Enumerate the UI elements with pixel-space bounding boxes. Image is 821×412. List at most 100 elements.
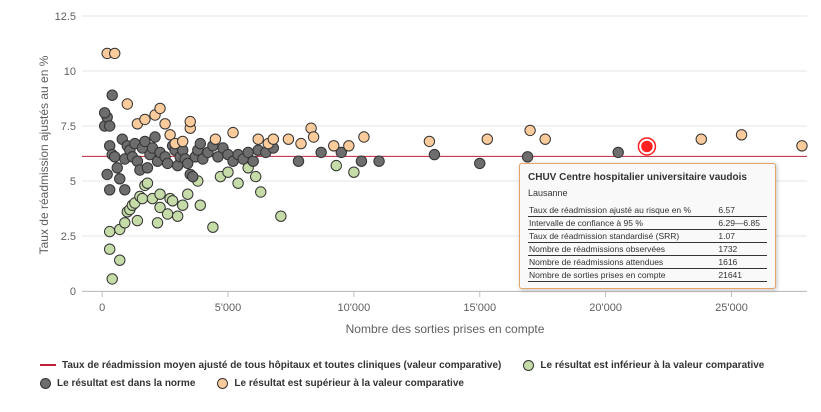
data-point [154,201,166,214]
data-point [101,168,113,181]
data-point [348,166,360,178]
data-point [358,131,370,143]
data-points [98,47,808,285]
tooltip-table: Taux de réadmission ajusté au risque en … [528,204,767,282]
data-point [539,133,551,145]
tooltip-row-label: Nombre de sorties prises en compte [528,268,713,282]
legend-row: Le résultat est dans la norme Le résulta… [40,374,786,392]
data-point [292,155,305,167]
data-point [194,199,207,211]
legend-item-higher[interactable]: Le résultat est supérieur à la valeur co… [217,377,464,389]
data-point [131,214,144,227]
data-point [695,133,707,145]
data-point [612,146,624,159]
data-point [159,118,171,130]
data-point [227,126,239,139]
green-dot-swatch [523,359,535,371]
data-point [328,140,340,152]
data-point [735,129,748,141]
tooltip-row: Nombre de réadmissions attendues 1616 [528,255,767,269]
tooltip-row: Nombre de sorties prises en compte 21641 [528,268,767,282]
data-point [481,133,493,145]
tooltip-row: Intervalle de confiance à 95 % 6.29—6.85 [528,216,767,230]
legend-label: Le résultat est dans la norme [57,377,196,389]
data-point [141,162,154,174]
data-point [184,115,196,128]
data-point [176,199,189,211]
x-tick-label: 25'000 [715,302,748,314]
tooltip-row-value: 1616 [712,255,767,269]
tooltip-row: Nombre de réadmissions observées 1732 [528,242,767,256]
legend-row: Taux de réadmission moyen ajusté de tous… [40,356,786,374]
legend-label: Le résultat est inférieur à la valeur co… [540,359,765,371]
data-point [149,131,161,143]
tooltip-row: Taux de réadmission ajusté au risque en … [528,204,767,217]
highlighted-point-ring [637,137,657,156]
tooltip-row-value: 1.07 [712,229,767,243]
tooltip-row-value: 6.29—6.85 [712,216,767,230]
data-point [249,170,262,183]
data-point [796,140,808,152]
data-point [247,155,259,167]
data-point [98,107,111,119]
data-point [307,131,320,143]
data-point [103,225,116,238]
data-point [252,133,264,145]
data-point [103,120,116,132]
data-point [423,135,436,148]
orange-dot-swatch [217,377,229,389]
data-point [151,217,164,229]
data-point [154,188,166,200]
legend-item-normal[interactable]: Le résultat est dans la norme [40,377,196,389]
data-point [428,148,441,161]
y-tick-label: 2.5 [61,231,76,243]
data-point [474,157,486,170]
data-point [161,157,174,170]
data-point [139,113,151,126]
data-point [103,184,116,196]
y-tick-label: 5 [70,176,76,188]
y-tick-label: 7.5 [61,121,76,133]
data-point [114,173,126,185]
scatter-chart: 0 2.5 5 7.5 10 12.5 0 5'000 10'000 15'000 20'000 25… [37,11,808,336]
y-tick-label: 0 [70,286,76,298]
data-point [524,124,536,137]
tooltip-row-label: Taux de réadmission standardisé (SRR) [528,229,713,243]
data-point [275,210,287,222]
x-tick-label: 5'000 [215,302,242,314]
data-point [222,166,234,178]
data-point [114,254,126,266]
tooltip-row-label: Nombre de réadmissions attendues [528,255,713,269]
highlighted-point [639,139,655,154]
data-point [343,140,355,152]
data-point [119,184,131,196]
data-point [335,146,347,159]
data-point [141,177,154,189]
data-point [176,135,189,148]
x-axis-title: Nombre des sorties prises en compte [346,322,545,336]
data-point [330,159,342,172]
legend-item-lower[interactable]: Le résultat est inférieur à la valeur co… [523,359,765,371]
legend-label: Taux de réadmission moyen ajusté de tous… [62,359,502,371]
data-point [315,146,327,159]
data-point [166,195,179,207]
data-point [521,151,534,163]
data-point [267,133,280,145]
x-tick-label: 0 [99,302,105,314]
data-point [232,177,244,189]
data-point [207,221,219,233]
data-point [103,243,116,255]
data-point [139,135,151,148]
tooltip-subtitle: Lausanne [528,188,568,198]
tooltip-row-value: 1732 [712,242,767,256]
reference-line-swatch [40,364,56,366]
legend-item-reference[interactable]: Taux de réadmission moyen ajusté de tous… [40,360,501,371]
data-point [106,89,118,101]
x-tick-label: 20'000 [589,302,622,314]
x-tick-label: 10'000 [338,302,371,314]
tooltip-title: CHUV Centre hospitalier universitaire va… [528,172,747,183]
data-point [171,210,184,222]
y-tick-label: 12.5 [55,11,76,23]
y-axis-title: Taux de réadmission ajustés au en % [37,55,51,254]
data-point [209,133,222,145]
